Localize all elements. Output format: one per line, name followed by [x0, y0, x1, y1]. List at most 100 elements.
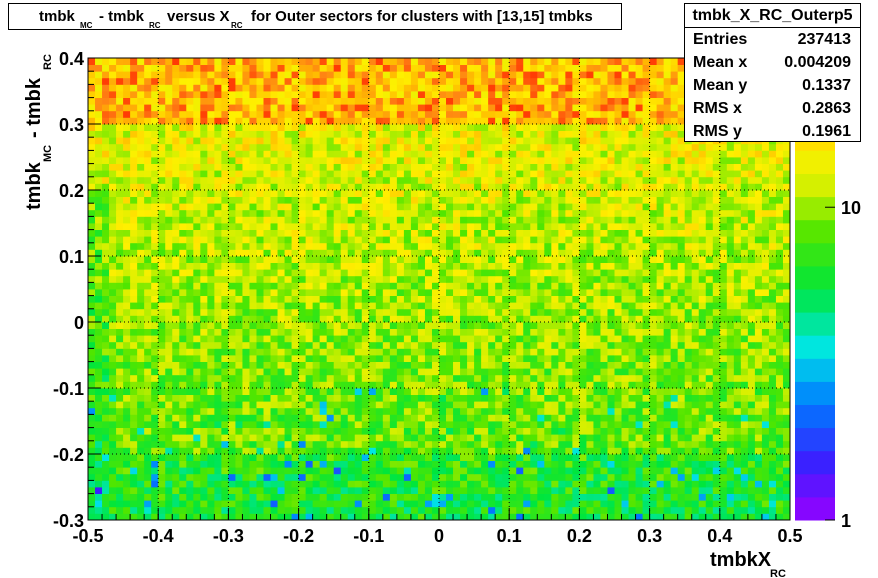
heatmap-cell: [277, 262, 285, 270]
heatmap-cell: [256, 381, 264, 389]
heatmap-cell: [670, 262, 679, 270]
heatmap-cell: [431, 229, 440, 237]
heatmap-cell: [277, 203, 285, 211]
heatmap-cell: [235, 434, 243, 442]
heatmap-cell: [453, 328, 461, 336]
heatmap-cell: [474, 242, 482, 250]
heatmap-cell: [172, 407, 180, 415]
heatmap-cell: [754, 460, 763, 468]
heatmap-cell: [453, 421, 461, 428]
heatmap-cell: [740, 315, 749, 323]
heatmap-cell: [186, 308, 194, 316]
heatmap-cell: [600, 447, 608, 455]
heatmap-cell: [193, 447, 201, 455]
heatmap-cell: [326, 355, 335, 362]
heatmap-cell: [656, 249, 665, 257]
heatmap-cell: [389, 328, 398, 336]
heatmap-cell: [235, 500, 243, 508]
heatmap-cell: [214, 203, 222, 211]
heatmap-cell: [782, 203, 791, 211]
heatmap-cell: [509, 374, 517, 382]
heatmap-cell: [516, 236, 524, 244]
heatmap-cell: [740, 282, 749, 290]
heatmap-cell: [446, 500, 454, 508]
heatmap-cell: [242, 427, 250, 435]
heatmap-cell: [333, 302, 342, 310]
heatmap-cell: [446, 242, 454, 250]
heatmap-cell: [116, 421, 124, 428]
heatmap-cell: [417, 460, 426, 468]
heatmap-cell: [179, 308, 187, 316]
heatmap-cell: [537, 381, 545, 389]
heatmap-cell: [558, 348, 566, 356]
heatmap-cell: [530, 388, 538, 395]
heatmap-cell: [424, 322, 433, 329]
heatmap-cell: [207, 295, 215, 303]
heatmap-cell: [102, 361, 110, 369]
heatmap-cell: [347, 348, 356, 356]
heatmap-cell: [214, 216, 222, 224]
heatmap-cell: [214, 427, 222, 435]
heatmap-cell: [151, 427, 159, 435]
heatmap-cell: [586, 513, 594, 521]
heatmap-cell: [410, 249, 419, 257]
heatmap-cell: [116, 480, 124, 488]
heatmap-cell: [165, 401, 173, 409]
heatmap-cell: [446, 473, 454, 481]
heatmap-cell: [263, 275, 271, 283]
heatmap-cell: [551, 460, 559, 468]
heatmap-cell: [403, 275, 412, 283]
heatmap-cell: [537, 216, 545, 224]
heatmap-cell: [642, 434, 650, 442]
heatmap-cell: [698, 269, 707, 277]
heatmap-cell: [453, 454, 461, 461]
heatmap-cell: [740, 421, 749, 428]
heatmap-cell: [354, 355, 363, 362]
heatmap-cell: [488, 394, 496, 402]
heatmap-cell: [116, 487, 124, 494]
heatmap-cell: [670, 355, 679, 362]
heatmap-cell: [537, 361, 545, 369]
heatmap-cell: [410, 328, 419, 336]
heatmap-cell: [544, 322, 552, 329]
heatmap-cell: [172, 269, 180, 277]
heatmap-cell: [158, 513, 166, 521]
heatmap-cell: [368, 282, 377, 290]
heatmap-cell: [488, 361, 496, 369]
heatmap-cell: [691, 196, 700, 204]
heatmap-cell: [502, 289, 510, 296]
heatmap-cell: [417, 223, 426, 230]
heatmap-cell: [530, 361, 538, 369]
heatmap-cell: [410, 401, 419, 409]
heatmap-cell: [375, 341, 384, 349]
heatmap-cell: [439, 454, 447, 461]
heatmap-cell: [298, 209, 307, 217]
heatmap-cell: [333, 341, 342, 349]
heatmap-cell: [698, 440, 707, 448]
heatmap-cell: [326, 249, 335, 257]
heatmap-cell: [256, 355, 264, 362]
heatmap-cell: [102, 500, 110, 508]
heatmap-cell: [516, 348, 524, 356]
heatmap-cell: [123, 506, 131, 514]
heatmap-cell: [614, 513, 622, 521]
heatmap-cell: [698, 434, 707, 442]
heatmap-cell: [551, 249, 559, 257]
heatmap-cell: [782, 421, 791, 428]
heatmap-cell: [544, 229, 552, 237]
heatmap-cell: [298, 440, 307, 448]
heatmap-cell: [305, 368, 314, 376]
heatmap-cell: [228, 388, 236, 395]
heatmap-cell: [719, 473, 728, 481]
heatmap-cell: [221, 394, 229, 402]
heatmap-cell: [628, 348, 636, 356]
heatmap-cell: [635, 348, 643, 356]
heatmap-cell: [354, 394, 363, 402]
heatmap-cell: [516, 487, 524, 494]
heatmap-cell: [565, 196, 573, 204]
heatmap-cell: [726, 487, 735, 494]
heatmap-cell: [319, 361, 328, 369]
heatmap-cell: [277, 421, 285, 428]
heatmap-cell: [291, 223, 299, 230]
heatmap-cell: [607, 308, 615, 316]
